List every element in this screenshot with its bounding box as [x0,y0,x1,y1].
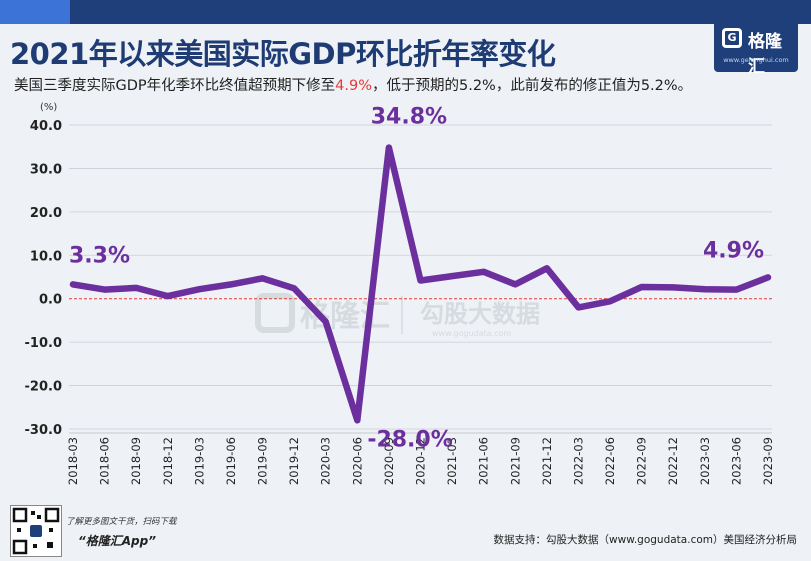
y-tick-label: 40.0 [30,119,62,134]
qr-code [10,505,62,557]
data-point [449,273,455,279]
y-tick-label: -20.0 [25,380,62,395]
data-point [323,319,329,325]
logo-name: 格隆汇 [748,32,782,77]
x-tick-label: 2022-06 [603,437,617,485]
data-point [481,269,487,275]
x-tick-label: 2019-09 [256,437,270,485]
x-tick-label: 2023-09 [761,437,775,485]
data-point [544,265,550,271]
x-tick-label: 2018-09 [129,437,143,485]
gelonghui-logo: G 格隆汇 www.gelonghui.com [714,14,798,77]
logo-url: www.gelonghui.com [723,56,789,64]
x-tick-label: 2023-03 [698,437,712,485]
data-point [133,285,139,291]
footer-note: 了解更多图文干货，扫码下载 [66,517,177,527]
data-point [639,284,645,290]
watermark-right: 勾股大数据 [420,300,540,328]
watermark-left: 格隆汇 [300,299,390,334]
data-point [260,275,266,281]
y-tick-label: 20.0 [30,206,62,221]
x-tick-label: 2021-12 [540,437,554,485]
qr-code-icon [12,507,60,555]
x-tick-label: 2020-09 [382,437,396,485]
chart-title: 2021年以来美国实际GDP环比折年率变化 [10,37,556,71]
data-point [575,304,581,310]
y-tick-label: 30.0 [30,162,62,177]
data-label: -28.0% [367,427,452,452]
data-label: 34.8% [371,105,447,130]
data-point [607,298,613,304]
subtitle-suffix: ，低于预期的5.2%，此前发布的修正值为5.2%。 [372,78,693,94]
x-tick-label: 2018-03 [66,437,80,485]
series-line [69,144,772,424]
x-tick-label: 2020-03 [319,437,333,485]
y-tick-label: 0.0 [39,293,62,308]
data-point [291,285,297,291]
x-tick-label: 2022-12 [666,437,680,485]
data-point [70,281,76,287]
footer-app-name: “格隆汇App” [78,534,156,548]
y-tick-label: -30.0 [25,423,62,438]
data-source: 数据支持：勾股大数据（www.gogudata.com）美国经济分析局 [493,534,797,546]
top-banner-accent [0,0,70,24]
data-point [354,417,360,423]
x-tick-label: 2021-06 [477,437,491,485]
x-tick-label: 2020-12 [414,437,428,485]
x-tick-label: 2019-06 [224,437,238,485]
x-tick-label: 2022-03 [571,437,585,485]
y-tick-label: -10.0 [25,336,62,351]
subtitle-prefix: 美国三季度实际GDP年化季环比终值超预期下修至 [14,78,336,94]
x-tick-label: 2018-06 [98,437,112,485]
data-label: 4.9% [703,238,764,263]
watermark-url: www.gogudata.com [432,329,511,338]
watermark: 格隆汇 勾股大数据 www.gogudata.com [255,293,540,338]
y-tick-label: 10.0 [30,249,62,264]
x-tick-label: 2019-03 [192,437,206,485]
data-point [512,281,518,287]
chart-subtitle: 美国三季度实际GDP年化季环比终值超预期下修至4.9%，低于预期的5.2%，此前… [14,74,692,95]
data-point [670,284,676,290]
data-point [165,293,171,299]
x-tick-label: 2019-12 [287,437,301,485]
data-point [418,277,423,283]
x-tick-label: 2021-09 [508,437,522,485]
data-label: 3.3% [69,243,130,268]
logo-mark-icon: G [722,28,742,48]
x-tick-label: 2022-09 [635,437,649,485]
data-point [702,286,708,292]
data-point [386,145,392,151]
data-point [733,287,739,293]
y-axis-unit: (%) [40,102,57,113]
x-tick-label: 2020-06 [350,437,364,485]
data-point [228,281,234,287]
data-point [102,287,108,293]
x-tick-label: 2018-12 [161,437,175,485]
data-point [765,274,771,280]
watermark-logo-icon [255,293,295,333]
x-tick-label: 2023-06 [729,437,743,485]
subtitle-highlight: 4.9% [335,78,372,94]
x-tick-label: 2021-03 [445,437,459,485]
data-point [196,286,202,292]
top-banner [0,0,811,24]
